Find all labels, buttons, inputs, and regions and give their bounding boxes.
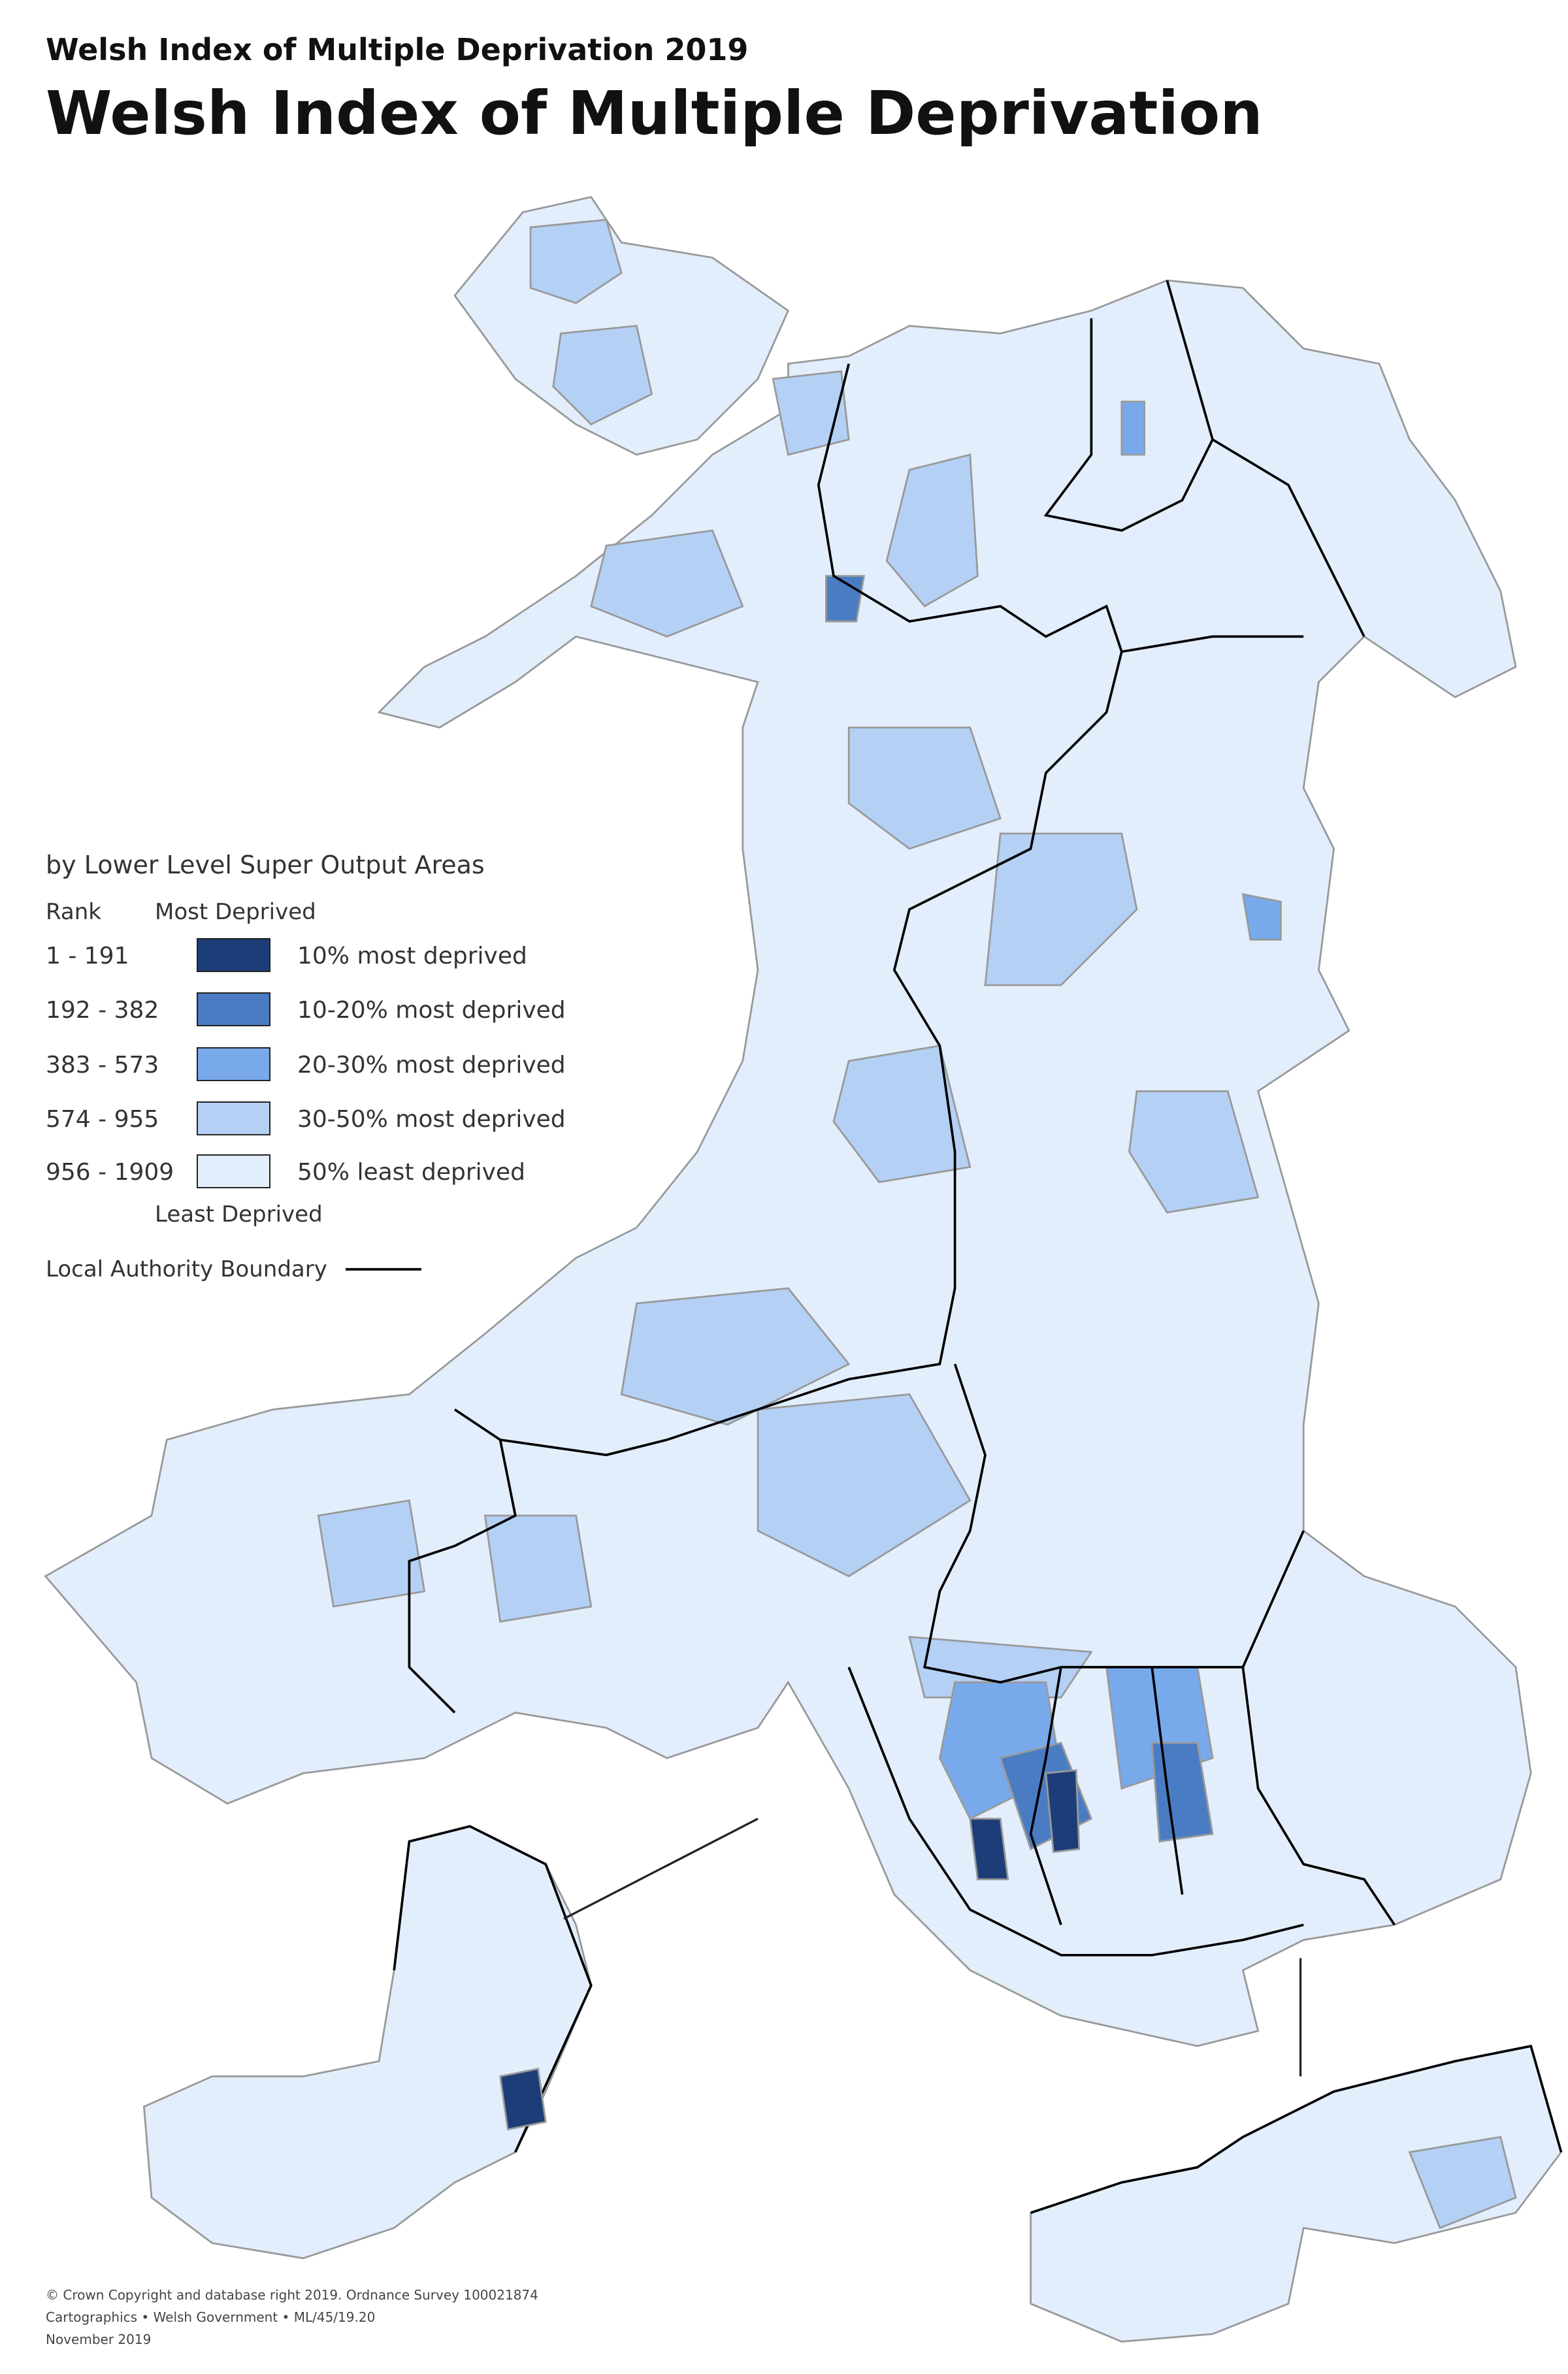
legend-rank: 383 - 573 [46,1052,159,1079]
footer-line: Cartographics • Welsh Government • ML/45… [46,2309,375,2325]
inset-connector [563,1817,759,1920]
inset-swansea-boundary [393,1825,593,2153]
legend-label: 10-20% most deprived [297,997,566,1024]
inset-cardiff-boundary [1030,2044,1563,2214]
title: Welsh Index of Multiple Deprivation [46,78,1263,148]
footer-line: © Crown Copyright and database right 201… [46,2287,538,2303]
wales-mainland [44,279,1532,2047]
subtitle: Welsh Index of Multiple Deprivation 2019 [46,32,748,67]
legend-swatch [197,938,270,972]
legend-swatch [197,992,270,1026]
legend-label: 50% least deprived [297,1159,525,1186]
legend: by Lower Level Super Output Areas Rank M… [46,851,566,1282]
inset-swansea [142,1825,593,2260]
legend-swatch [197,1101,270,1135]
legend-swatch [197,1154,270,1188]
legend-top-label: Most Deprived [155,899,316,925]
anglesey [453,196,790,456]
map [44,196,1563,2343]
legend-rank: 956 - 1909 [46,1159,174,1186]
legend-label: 10% most deprived [297,943,527,969]
inset-swansea-area [499,2068,547,2131]
authority-boundaries [408,280,1396,1957]
footer: © Crown Copyright and database right 201… [46,2287,538,2347]
legend-swatch [197,1047,270,1081]
shaded-areas [317,218,1282,1881]
legend-rank: 1 - 191 [46,943,129,969]
footer-line: November 2019 [46,2332,151,2347]
legend-heading: by Lower Level Super Output Areas [46,851,485,879]
legend-rank: 192 - 382 [46,997,159,1024]
boundary-label: Local Authority Boundary [46,1256,327,1282]
legend-bottom-label: Least Deprived [155,1201,323,1228]
legend-label: 20-30% most deprived [297,1052,566,1079]
rank-label: Rank [46,899,101,925]
inset-cardiff-area [1408,2136,1517,2230]
legend-rank: 574 - 955 [46,1106,159,1133]
legend-label: 30-50% most deprived [297,1106,566,1133]
